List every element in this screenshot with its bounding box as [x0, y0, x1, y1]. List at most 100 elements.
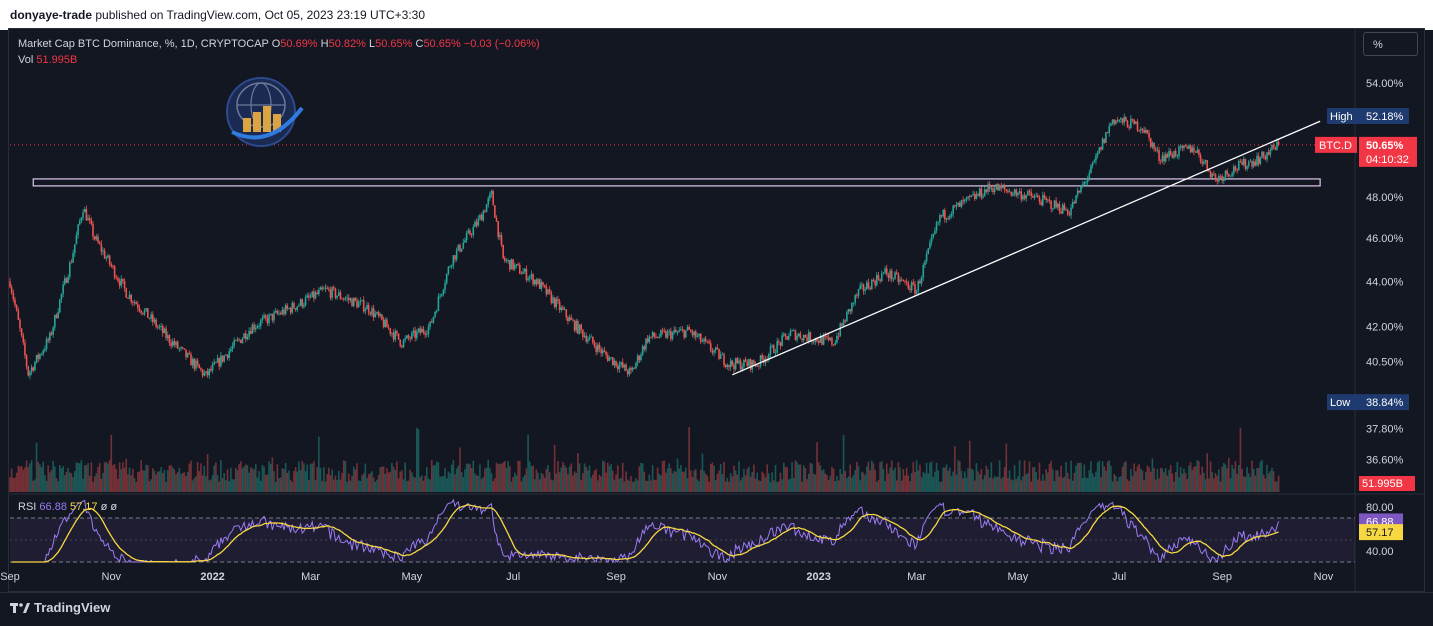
candle — [168, 334, 171, 347]
candle-body — [447, 267, 450, 274]
candle — [954, 204, 956, 209]
volume-bar — [82, 478, 84, 492]
candle — [690, 328, 692, 333]
candle — [714, 346, 717, 354]
candle-body — [25, 355, 28, 367]
candle — [163, 327, 166, 334]
volume-bar — [1199, 474, 1202, 492]
candle-body — [35, 354, 38, 363]
candle — [792, 328, 795, 332]
candle-body — [716, 347, 719, 349]
symbol-title[interactable]: Market Cap BTC Dominance, %, 1D, CRYPTOC… — [18, 38, 269, 50]
candle — [601, 347, 604, 357]
candle-body — [205, 371, 207, 373]
volume-bar — [1056, 470, 1059, 492]
candle — [1123, 113, 1125, 126]
candle-body — [1213, 173, 1215, 175]
candle-body — [186, 353, 189, 358]
candle — [776, 337, 778, 354]
volume-bar — [1055, 470, 1057, 492]
candle — [401, 344, 403, 349]
unit-button[interactable]: % — [1363, 32, 1418, 56]
candle — [641, 344, 644, 357]
candle — [1071, 198, 1074, 209]
candle-body — [457, 244, 460, 251]
rsi-axis-tick: 80.00 — [1366, 502, 1394, 514]
candle — [932, 233, 935, 240]
candle-body — [475, 222, 478, 226]
tradingview-brand[interactable]: TradingView — [10, 600, 110, 615]
volume-bar — [995, 477, 998, 492]
volume-bar — [15, 472, 18, 492]
candle-body — [352, 297, 355, 307]
volume-bar — [553, 444, 556, 492]
volume-bar — [527, 434, 529, 492]
candle-body — [1266, 152, 1268, 160]
candle-body — [1080, 186, 1082, 193]
candle — [769, 343, 772, 358]
volume-bar — [1224, 464, 1227, 492]
candle — [407, 333, 410, 341]
volume-bar — [568, 466, 571, 492]
volume-bar — [1085, 477, 1087, 492]
candle — [364, 307, 367, 315]
volume-bar — [123, 467, 126, 492]
candle-body — [577, 320, 579, 334]
candle — [542, 281, 544, 288]
volume-bar — [824, 473, 827, 492]
candle-body — [603, 350, 606, 353]
volume-bar — [537, 472, 539, 492]
candle-body — [1123, 116, 1125, 123]
candle — [1120, 116, 1122, 124]
candle — [284, 303, 287, 316]
candle — [900, 277, 903, 282]
candle — [837, 332, 840, 340]
volume-bar — [55, 477, 58, 492]
volume-bar — [352, 466, 355, 492]
volume-bar — [120, 469, 123, 492]
rsi-label[interactable]: RSI — [18, 501, 37, 513]
candle-body — [387, 327, 390, 329]
candle — [1158, 147, 1160, 164]
volume-bar — [497, 463, 499, 492]
volume-bar — [331, 469, 333, 492]
candle-body — [34, 362, 36, 371]
candle-body — [158, 326, 161, 328]
candle — [985, 188, 988, 194]
candle — [522, 268, 524, 274]
candle-body — [857, 289, 860, 296]
candle-body — [671, 332, 674, 340]
candle-body — [256, 326, 259, 328]
volume-bar — [474, 473, 476, 492]
candle-body — [1018, 191, 1021, 193]
volume-bar — [165, 481, 167, 492]
candle-body — [246, 336, 249, 340]
candle-body — [341, 298, 343, 300]
candle — [298, 303, 300, 307]
candle-body — [19, 319, 21, 329]
candle-body — [939, 215, 941, 223]
volume-bar — [482, 476, 485, 492]
candle — [899, 276, 901, 285]
candle-body — [49, 332, 51, 341]
candle — [502, 244, 504, 260]
candle-body — [1229, 175, 1232, 177]
candle-body — [1186, 146, 1189, 149]
candle — [895, 269, 898, 275]
volume-bar — [839, 469, 842, 492]
candle — [890, 268, 893, 283]
volume-bar — [1081, 477, 1084, 492]
candle-body — [615, 360, 617, 367]
candle — [304, 294, 307, 307]
candle — [676, 330, 679, 336]
candle — [231, 342, 234, 352]
candle — [1186, 145, 1189, 150]
candle-body — [1043, 195, 1046, 198]
publisher-name[interactable]: donyaye-trade — [10, 8, 93, 22]
candle-body — [1032, 196, 1034, 198]
candle — [650, 336, 652, 339]
candle — [72, 249, 74, 263]
volume-bar — [663, 460, 666, 492]
candle — [1271, 144, 1273, 152]
